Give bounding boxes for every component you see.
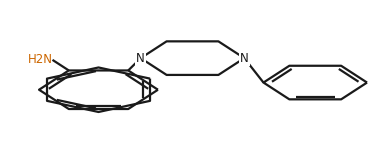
Text: N: N: [240, 52, 249, 65]
Text: N: N: [136, 52, 145, 65]
Text: H2N: H2N: [27, 53, 52, 66]
